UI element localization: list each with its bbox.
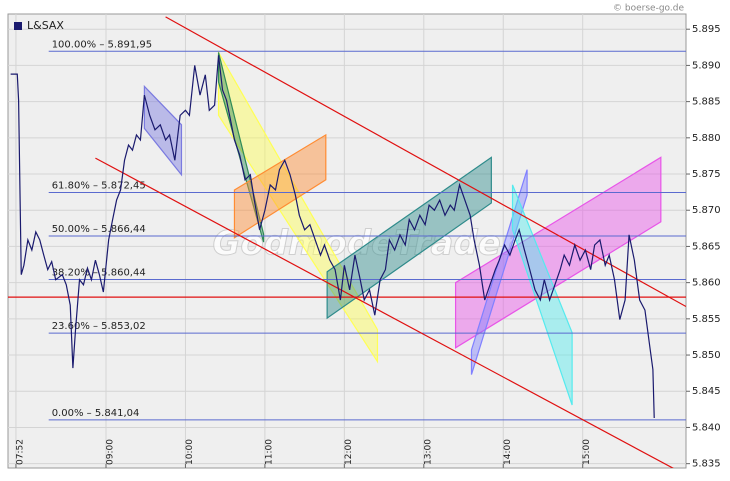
y-tick-label: 5.875 xyxy=(692,169,721,180)
plot-content: 100.00% – 5.891,95 61.80% – 5.872,45 50.00… xyxy=(8,16,686,468)
y-tick-label: 5.865 xyxy=(692,241,721,252)
channel xyxy=(326,156,492,320)
y-tick-label: 5.860 xyxy=(692,278,721,289)
plot-area xyxy=(7,13,687,469)
channel xyxy=(470,169,528,375)
fib-label: 23.60% – 5.853,02 xyxy=(52,321,146,332)
x-tick-label: 11:00 xyxy=(264,439,274,465)
channel xyxy=(217,52,265,243)
x-tick-label: 15:00 xyxy=(582,439,592,465)
y-tick-label: 5.845 xyxy=(692,386,721,397)
y-tick-label: 5.855 xyxy=(692,314,721,325)
y-tick-label: 5.850 xyxy=(692,350,721,361)
fib-label: 50.00% – 5.866,44 xyxy=(52,224,146,235)
legend-label: L&SAX xyxy=(27,19,64,32)
fib-label: 100.00% – 5.891,95 xyxy=(52,39,152,50)
x-tick-label: 13:00 xyxy=(423,439,433,465)
trend-line xyxy=(165,16,686,308)
y-tick-label: 5.890 xyxy=(692,60,721,71)
trend-line xyxy=(95,157,674,468)
channel xyxy=(233,133,327,239)
x-tick-label: 07:52 xyxy=(15,439,25,465)
grid xyxy=(8,14,686,468)
axes: 5.895 5.890 5.885 5.880 5.875 5.870 5.865 5.860… xyxy=(15,24,721,470)
x-tick-label: 14:00 xyxy=(503,439,513,465)
watermark: GodmodeTrader xyxy=(212,224,519,264)
x-tick-label: 12:00 xyxy=(344,439,354,465)
fib-label: 0.00% – 5.841,04 xyxy=(52,408,140,419)
channel xyxy=(454,156,662,349)
legend-swatch xyxy=(14,22,22,30)
y-tick-label: 5.895 xyxy=(692,24,721,35)
x-tick-label: 09:00 xyxy=(105,439,115,465)
y-tick-label: 5.880 xyxy=(692,133,721,144)
y-tick-label: 5.870 xyxy=(692,205,721,216)
channel xyxy=(511,184,573,406)
x-tick-label: 10:00 xyxy=(185,439,195,465)
source: © boerse-go.de xyxy=(613,4,684,14)
y-tick-label: 5.885 xyxy=(692,97,721,108)
y-tick-label: 5.840 xyxy=(692,422,721,433)
price-line xyxy=(10,55,655,419)
fib-label: 61.80% – 5.872,45 xyxy=(52,180,146,191)
y-tick-label: 5.835 xyxy=(692,459,721,470)
